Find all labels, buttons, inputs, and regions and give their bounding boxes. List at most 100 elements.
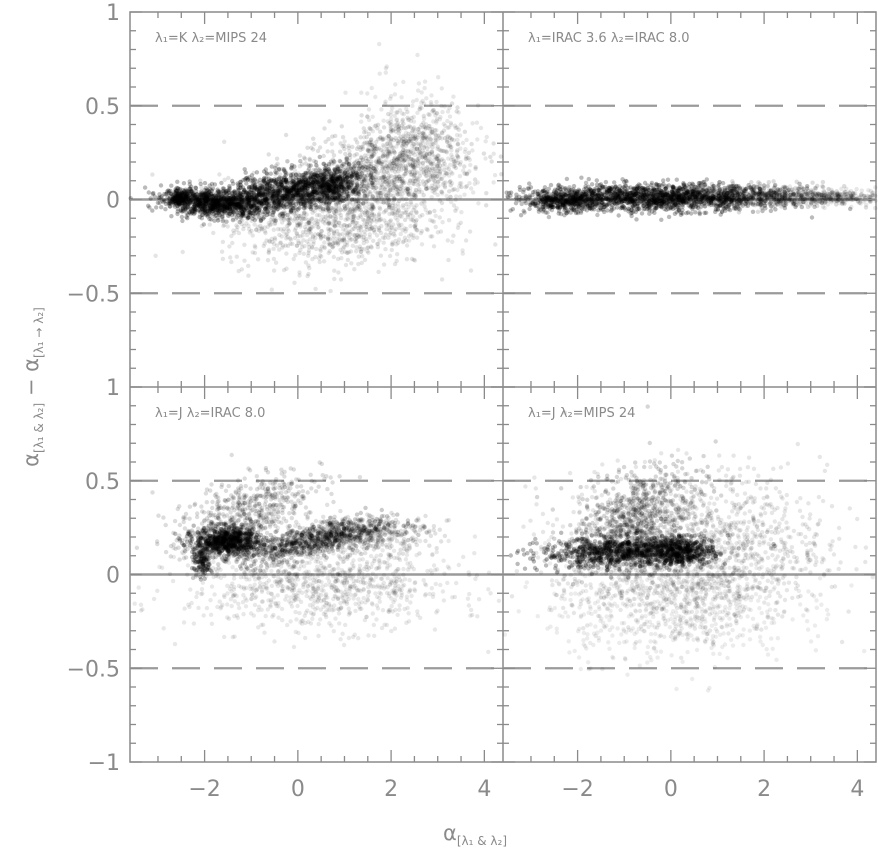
density-point [221, 217, 226, 222]
density-point [209, 197, 214, 202]
density-point [384, 192, 389, 198]
density-point [221, 195, 226, 201]
density-point [320, 219, 325, 224]
density-point [462, 192, 467, 197]
density-point [457, 181, 463, 186]
density-point [273, 172, 278, 177]
density-point [252, 250, 258, 256]
density-point [215, 203, 221, 208]
density-point [327, 119, 332, 124]
density-point [301, 251, 306, 256]
density-point [159, 194, 165, 199]
density-point [343, 151, 348, 157]
density-point [210, 199, 215, 204]
density-point [359, 113, 364, 118]
density-point [489, 159, 494, 164]
density-point [305, 188, 310, 193]
density-point [433, 224, 438, 230]
density-point [387, 166, 392, 172]
density-point [418, 230, 424, 236]
density-point [499, 172, 504, 177]
density-point [471, 190, 476, 195]
density-point [203, 198, 209, 203]
density-point [221, 201, 226, 207]
density-point [212, 214, 217, 219]
density-point [213, 207, 219, 212]
density-point [484, 203, 489, 208]
density-point [381, 118, 386, 123]
density-point [260, 211, 266, 217]
density-point [329, 181, 335, 186]
density-point [271, 241, 277, 247]
density-point [187, 179, 192, 184]
density-point [434, 187, 439, 192]
density-point [397, 223, 402, 228]
density-point [239, 203, 244, 208]
density-point [267, 211, 272, 217]
density-point [201, 208, 206, 213]
density-point [277, 172, 283, 177]
density-point [246, 263, 251, 269]
density-point [403, 210, 409, 215]
density-point [327, 249, 332, 254]
density-point [239, 222, 244, 227]
density-point [363, 161, 368, 167]
density-point [338, 213, 344, 218]
density-point [416, 81, 422, 86]
density-point [332, 268, 337, 273]
density-point [406, 154, 411, 159]
density-point [267, 239, 273, 244]
density-point [250, 216, 255, 221]
density-point [281, 267, 287, 273]
density-point [463, 238, 469, 243]
density-point [428, 160, 433, 165]
density-point [475, 180, 480, 185]
density-point [369, 85, 374, 91]
density-point [221, 223, 226, 229]
density-point [337, 196, 342, 201]
density-point [404, 165, 409, 170]
density-point [175, 209, 180, 214]
density-point [188, 193, 193, 198]
density-point [431, 141, 436, 147]
density-point [387, 222, 392, 227]
density-point [241, 206, 246, 211]
density-point [200, 192, 206, 197]
density-point [266, 152, 271, 157]
density-point [216, 193, 222, 198]
density-point [190, 197, 195, 202]
density-point [345, 257, 351, 263]
density-point [208, 208, 213, 213]
density-point [448, 194, 453, 200]
density-point [361, 183, 367, 188]
density-point [442, 183, 447, 188]
density-point [211, 198, 216, 203]
density-point [227, 193, 232, 198]
density-point [297, 153, 303, 158]
density-point [229, 259, 234, 265]
density-point [247, 230, 253, 235]
density-point [368, 206, 374, 211]
density-point [318, 247, 323, 252]
density-point [193, 198, 199, 203]
density-point [227, 244, 232, 249]
density-point [400, 240, 406, 245]
density-point [350, 220, 356, 225]
density-point [210, 209, 215, 214]
density-point [206, 195, 211, 200]
density-point [320, 182, 325, 187]
density-point [304, 239, 310, 244]
density-point [358, 213, 363, 218]
density-point [150, 172, 155, 177]
density-point [234, 215, 240, 220]
density-point [209, 189, 215, 194]
density-point [313, 235, 318, 241]
density-point [439, 277, 445, 282]
density-point [203, 207, 208, 213]
density-point [306, 271, 311, 277]
density-point [220, 198, 226, 203]
density-point [294, 207, 299, 212]
density-point [173, 193, 179, 199]
density-point [281, 216, 286, 221]
density-point [219, 203, 224, 208]
